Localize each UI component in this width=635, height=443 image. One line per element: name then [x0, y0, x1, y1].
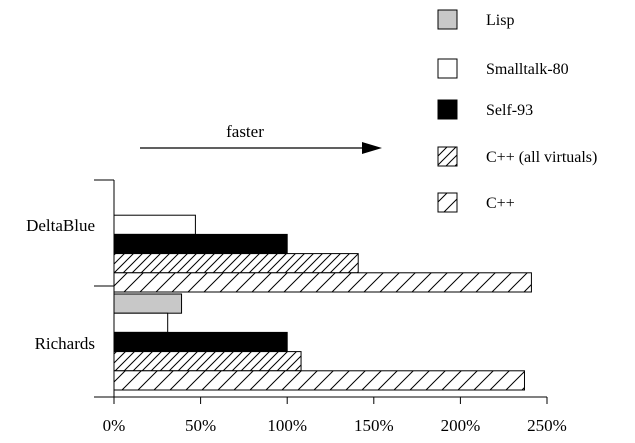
legend: Lisp Smalltalk-80 Self-93 C++ (all virtuals… — [437, 9, 597, 213]
bar-richards-cpp — [113, 370, 525, 391]
legend-label-lisp: Lisp — [486, 12, 514, 29]
legend-swatch-smalltalk-80 — [437, 58, 458, 79]
legend-swatch-lisp — [437, 9, 458, 30]
faster-arrow-head — [362, 142, 382, 154]
x-tick-label: 0% — [103, 416, 126, 435]
faster-label: faster — [226, 122, 264, 141]
x-tick-label: 150% — [354, 416, 394, 435]
legend-label-cpp: C++ — [486, 195, 515, 212]
x-tick-label: 200% — [441, 416, 481, 435]
bar-richards-lisp — [113, 293, 183, 314]
bar-richards-cpp-all-virtuals — [113, 351, 302, 372]
legend-swatch-cpp-all-virtuals — [437, 146, 458, 167]
bar-deltablue-cpp — [113, 272, 532, 293]
category-labels: DeltaBlue Richards — [26, 216, 95, 353]
legend-label-smalltalk-80: Smalltalk-80 — [486, 61, 569, 78]
x-tick-label: 50% — [185, 416, 216, 435]
axes: 0% 50% 100% 150% 200% 250% — [94, 179, 567, 435]
legend-swatch-self-93 — [437, 99, 458, 120]
legend-label-self-93: Self-93 — [486, 102, 533, 119]
bar-richards-smalltalk-80 — [113, 312, 169, 333]
bar-deltablue-smalltalk-80 — [113, 214, 196, 235]
bar-richards-self-93 — [113, 331, 288, 353]
legend-swatch-cpp — [437, 192, 458, 213]
x-tick-label: 100% — [267, 416, 307, 435]
plot-bars — [113, 214, 532, 391]
category-label-richards: Richards — [35, 334, 95, 353]
legend-label-cpp-all-virtuals: C++ (all virtuals) — [486, 149, 597, 166]
x-tick-label: 250% — [527, 416, 567, 435]
category-label-deltablue: DeltaBlue — [26, 216, 95, 235]
bar-deltablue-self-93 — [113, 233, 288, 255]
faster-annotation: faster — [140, 122, 382, 154]
bar-deltablue-cpp-all-virtuals — [113, 253, 359, 274]
